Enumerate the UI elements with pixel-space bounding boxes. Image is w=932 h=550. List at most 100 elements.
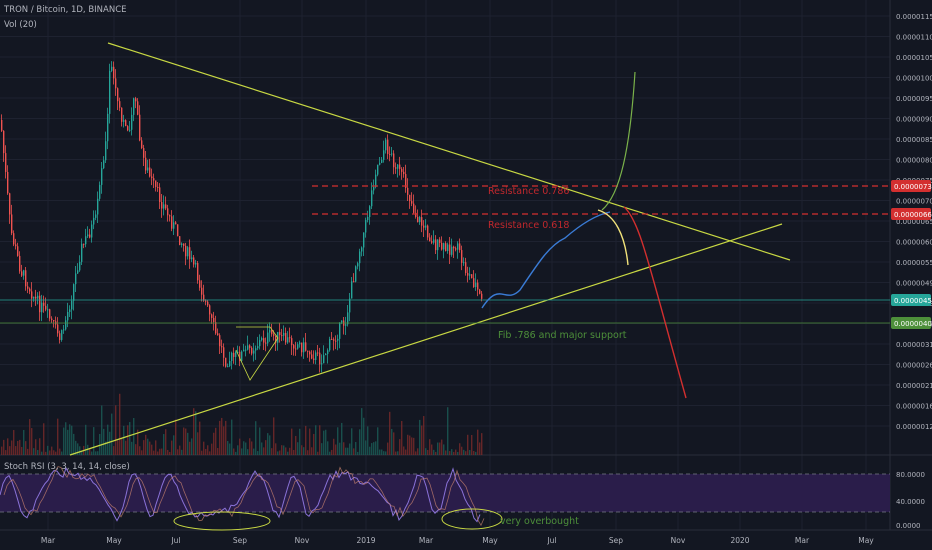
volume-bar (71, 425, 73, 455)
candle-body (419, 217, 421, 223)
volume-bar (121, 438, 123, 455)
candle-body (173, 222, 175, 229)
candle-body (191, 257, 193, 260)
candle-body (105, 141, 107, 161)
volume-label: Vol (20) (4, 20, 37, 30)
candle-body (393, 153, 395, 168)
candle-body (245, 349, 247, 351)
price-badge (891, 208, 931, 220)
volume-bar (239, 438, 241, 455)
candle-body (241, 351, 243, 361)
candle-body (155, 180, 157, 187)
volume-bar (167, 449, 169, 455)
candle-body (461, 250, 463, 263)
volume-bar (147, 438, 149, 455)
candle-body (19, 255, 21, 272)
volume-bar (311, 447, 313, 455)
candle-body (33, 296, 35, 299)
volume-bar (277, 451, 279, 455)
candle-body (355, 266, 357, 282)
volume-bar (425, 448, 427, 455)
volume-bar (365, 440, 367, 455)
candle-body (205, 300, 207, 302)
candle-body (17, 246, 19, 256)
price-badge-label: 0.00000663 (894, 211, 932, 219)
volume-bar (199, 421, 201, 455)
volume-bar (333, 438, 335, 455)
candle-body (459, 243, 461, 251)
volume-bar (321, 443, 323, 455)
candle-body (467, 272, 469, 276)
volume-bar (1, 446, 3, 455)
volume-bar (305, 425, 307, 455)
candle-body (457, 243, 459, 250)
volume-bar (375, 441, 377, 455)
price-badge-label: 0.00000458 (894, 297, 932, 305)
volume-bar (245, 442, 247, 455)
volume-bar (203, 441, 205, 455)
candle-body (37, 295, 39, 299)
x-tick-label: Nov (671, 536, 686, 545)
candle-body (435, 239, 437, 251)
candle-body (237, 351, 239, 353)
volume-bar (237, 445, 239, 455)
candle-body (139, 114, 141, 141)
candle-body (9, 193, 11, 215)
candle-body (1, 120, 3, 131)
volume-bar (473, 450, 475, 455)
candle-body (181, 243, 183, 245)
volume-bar (87, 444, 89, 455)
volume-bar (91, 451, 93, 455)
volume-bar (403, 446, 405, 455)
volume-bar (443, 444, 445, 455)
candle-body (443, 243, 445, 250)
volume-bar (253, 448, 255, 455)
volume-bar (129, 422, 131, 455)
volume-bar (255, 421, 257, 455)
candle-body (75, 273, 77, 285)
volume-bar (233, 448, 235, 455)
candle-body (369, 206, 371, 217)
candle-body (263, 338, 265, 343)
volume-bar (467, 434, 469, 455)
candle-body (317, 352, 319, 354)
candle-body (73, 284, 75, 301)
candle-body (251, 347, 253, 354)
candle-body (77, 270, 79, 274)
volume-bar (3, 439, 5, 455)
volume-bar (261, 442, 263, 455)
volume-bar (175, 419, 177, 455)
candle-body (269, 330, 271, 333)
volume-bar (211, 443, 213, 455)
candle-body (215, 322, 217, 334)
volume-bar (65, 422, 67, 455)
volume-bar (119, 393, 121, 455)
x-tick-label: May (482, 536, 498, 545)
candle-body (449, 244, 451, 255)
candle-body (417, 216, 419, 223)
candle-body (225, 357, 227, 367)
volume-bar (455, 449, 457, 455)
volume-bar (99, 433, 101, 455)
candle-body (331, 338, 333, 340)
candle-body (319, 352, 321, 365)
volume-bar (289, 447, 291, 455)
volume-bar (309, 428, 311, 455)
candle-body (339, 322, 341, 339)
candle-body (287, 337, 289, 343)
candle-body (125, 120, 127, 127)
candle-body (89, 234, 91, 238)
candle-body (253, 350, 255, 354)
candle-body (297, 344, 299, 349)
candle-body (243, 349, 245, 352)
candle-body (423, 225, 425, 228)
volume-bar (317, 451, 319, 455)
candle-body (137, 101, 139, 115)
volume-bar (249, 438, 251, 455)
volume-bar (299, 428, 301, 455)
